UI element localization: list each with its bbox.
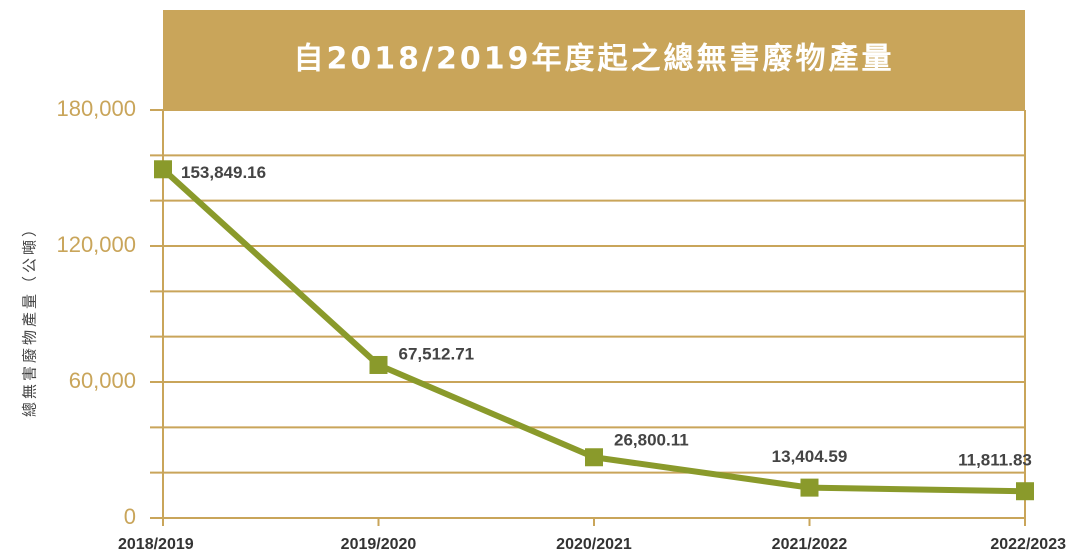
y-axis-label: 總無害廢物產量（公噸） bbox=[21, 219, 39, 417]
marker bbox=[800, 478, 819, 497]
data-label: 153,849.16 bbox=[181, 163, 266, 182]
x-tick-label: 2021/2022 bbox=[772, 536, 848, 553]
y-tick-label: 60,000 bbox=[69, 368, 136, 393]
line bbox=[160, 167, 1026, 495]
data-label: 26,800.11 bbox=[614, 431, 689, 450]
y-tick-label: 0 bbox=[124, 504, 136, 529]
data-label: 11,811.83 bbox=[958, 451, 1032, 470]
x-tick-label: 2019/2020 bbox=[341, 536, 417, 553]
y-tick-label: 180,000 bbox=[56, 96, 136, 121]
chart-title: 自2018/2019年度起之總無害廢物產量 bbox=[294, 42, 895, 77]
x-tick-label: 2018/2019 bbox=[118, 536, 194, 553]
y-tick-label: 120,000 bbox=[56, 232, 136, 257]
marker bbox=[154, 160, 172, 179]
data-label: 67,512.71 bbox=[399, 344, 475, 363]
marker bbox=[1016, 482, 1034, 501]
x-tick-label: 2020/2021 bbox=[556, 536, 632, 553]
marker bbox=[585, 448, 603, 467]
title-box bbox=[163, 10, 1025, 110]
x-tick-label: 2022/2023 bbox=[990, 536, 1066, 553]
marker bbox=[369, 355, 388, 374]
data-label: 13,404.59 bbox=[772, 447, 848, 466]
